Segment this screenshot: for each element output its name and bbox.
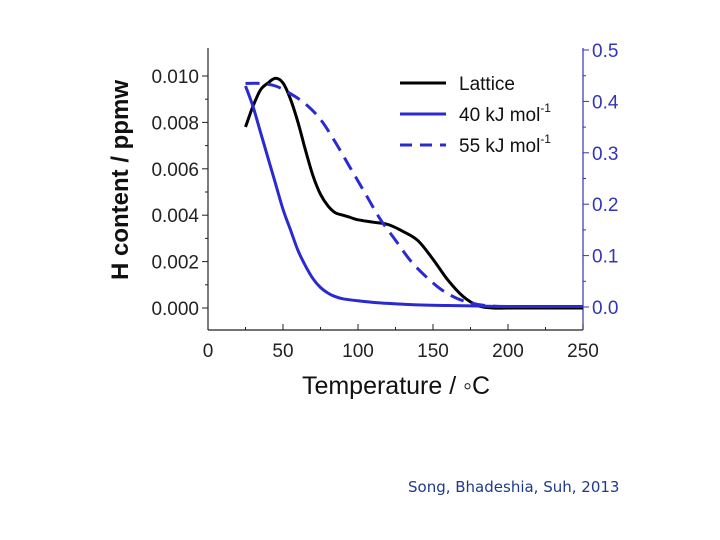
x-tick-label: 100 (342, 341, 374, 362)
y-left-tick-label: 0.000 (151, 299, 199, 320)
credit-text: Song, Bhadeshia, Suh, 2013 (408, 478, 620, 496)
y-right-tick-label: 0.1 (592, 247, 618, 268)
series-line-lattice (244, 76, 583, 310)
legend: Lattice 40 kJ mol-1 55 kJ mol-1 (400, 74, 551, 157)
y-left-tick-label: 0.008 (151, 113, 199, 134)
x-tick-label: 250 (567, 341, 599, 362)
y-right-tick-label: 0.0 (592, 298, 618, 319)
y-left-tick-label: 0.010 (151, 67, 199, 88)
series-line-kj55 (245, 81, 584, 309)
x-tick-label: 0 (203, 341, 214, 362)
series-layer (244, 76, 584, 310)
legend-label: Lattice (459, 74, 515, 95)
x-tick-label: 200 (492, 341, 524, 362)
x-axis-title: Temperature / ◦C (302, 372, 490, 400)
axes: 0 50 100 150 200 250 0.000 0.002 0.004 0.006 0.008… (151, 41, 618, 362)
y-left-tick-label: 0.002 (151, 253, 199, 274)
y-right-tick-label: 0.3 (592, 144, 618, 165)
y-left-tick-label: 0.006 (151, 160, 199, 181)
y-right-tick-label: 0.4 (592, 92, 619, 113)
x-tick-label: 50 (272, 341, 293, 362)
x-tick-label: 150 (417, 341, 449, 362)
y-left-tick-label: 0.004 (151, 206, 199, 227)
series-line-kj40 (244, 85, 584, 309)
legend-label: 40 kJ mol-1 (459, 101, 551, 126)
y-right-tick-label: 0.2 (592, 195, 618, 216)
y-right-tick-label: 0.5 (592, 41, 618, 62)
legend-label: 55 kJ mol-1 (459, 132, 551, 157)
y-axis-left-title: H content / ppmw (107, 80, 134, 280)
